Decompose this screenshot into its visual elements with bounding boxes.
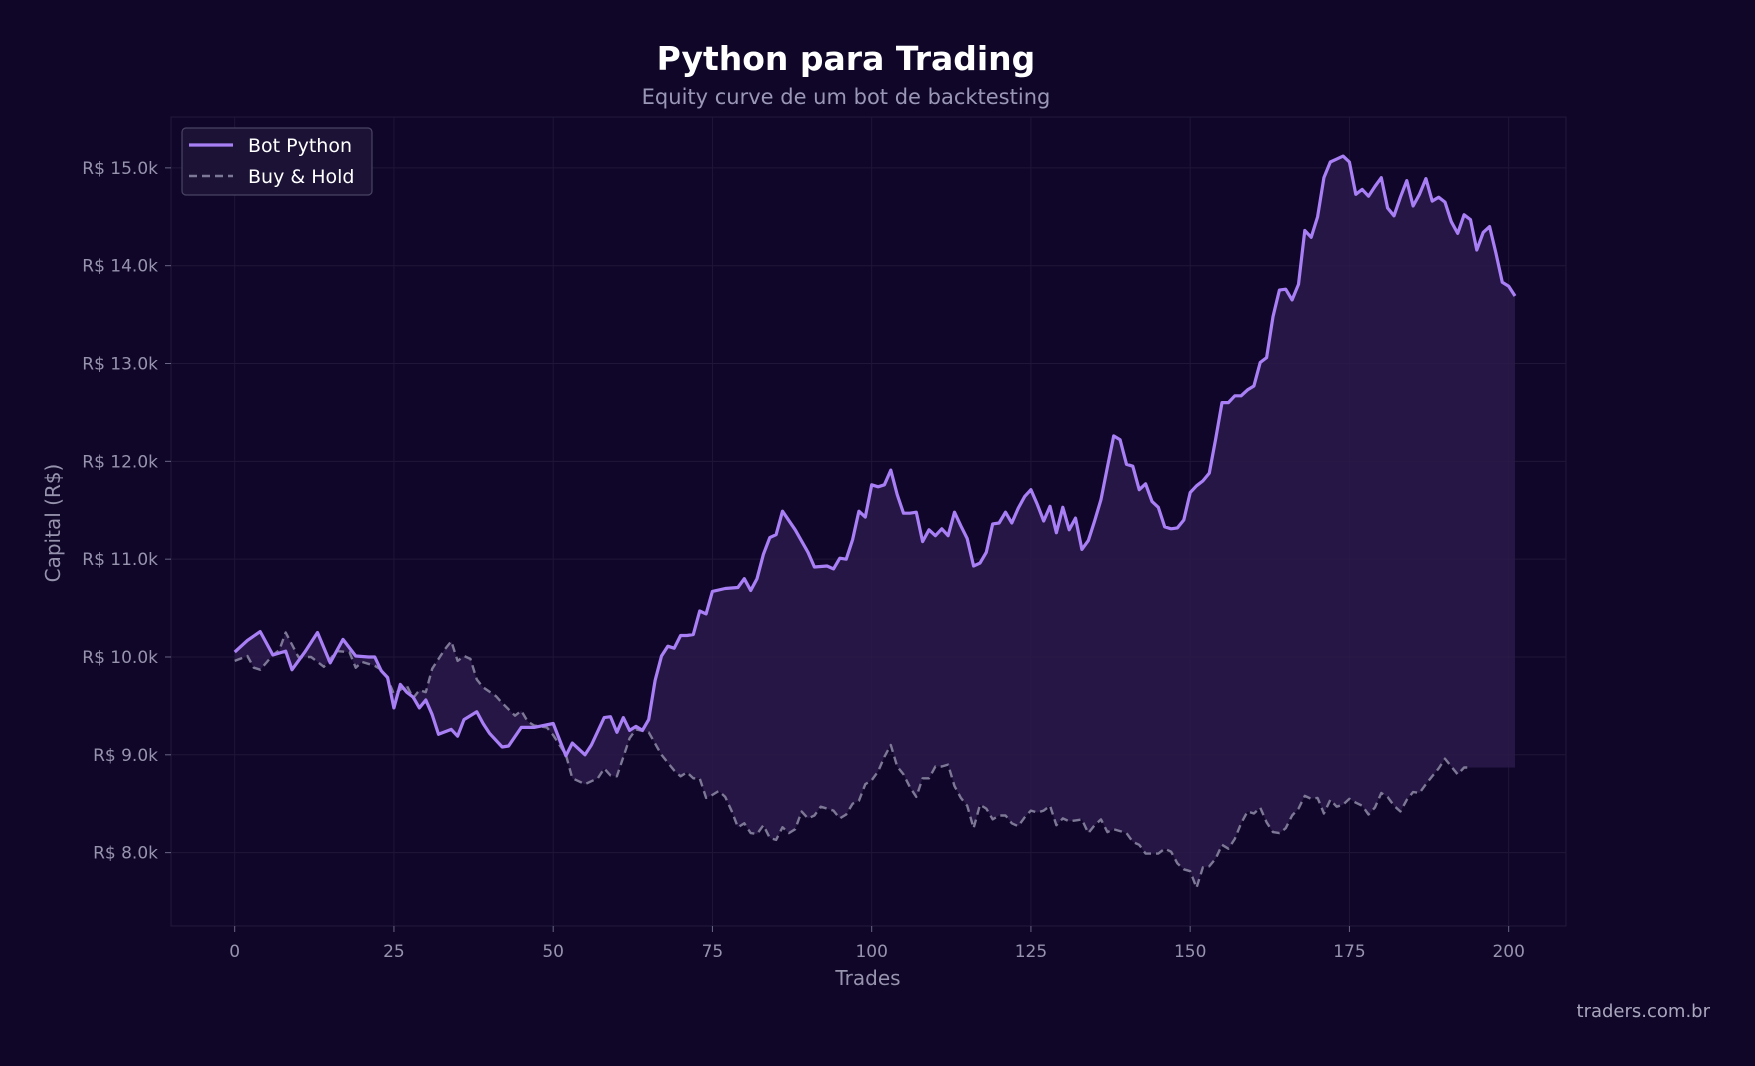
x-tick-label: 75	[702, 942, 724, 962]
legend-label-bot-python: Bot Python	[248, 135, 352, 157]
fill-between-area	[234, 156, 1516, 888]
series-line-buy-hold	[234, 631, 1471, 889]
y-tick-label: R$ 8.0k	[93, 844, 158, 864]
y-tick-labels: R$ 8.0k R$ 9.0k R$ 10.0k R$ 11.0k R$ 12.0k R$…	[82, 159, 158, 864]
watermark: traders.com.br	[1577, 1001, 1711, 1022]
y-tick-label: R$ 10.0k	[82, 648, 158, 668]
chart-title: Python para Trading	[657, 39, 1036, 78]
x-tick-label: 150	[1174, 942, 1206, 962]
x-tick-label: 175	[1333, 942, 1365, 962]
legend: Bot Python Buy & Hold	[181, 127, 373, 196]
x-tick-label: 125	[1015, 942, 1047, 962]
chart-subtitle: Equity curve de um bot de backtesting	[642, 85, 1051, 109]
series-line-bot-python	[233, 154, 1517, 758]
x-axis-label: Trades	[834, 966, 900, 990]
x-tick-label: 100	[855, 942, 887, 962]
x-tick-labels: 0 25 50 75 100 125 150 175 200	[229, 942, 1525, 962]
y-tick-label: R$ 9.0k	[93, 746, 158, 766]
y-tick-label: R$ 15.0k	[82, 159, 158, 179]
x-tick-label: 0	[229, 942, 240, 962]
y-axis-label: Capital (R$)	[41, 464, 65, 583]
legend-label-buy-hold: Buy & Hold	[248, 166, 354, 188]
y-tick-label: R$ 11.0k	[82, 550, 158, 570]
x-tick-label: 50	[542, 942, 564, 962]
y-tick-label: R$ 14.0k	[82, 257, 158, 277]
x-tick-label: 25	[383, 942, 405, 962]
x-tick-label: 200	[1492, 942, 1524, 962]
y-tick-label: R$ 13.0k	[82, 355, 158, 375]
y-tick-label: R$ 12.0k	[82, 452, 158, 472]
